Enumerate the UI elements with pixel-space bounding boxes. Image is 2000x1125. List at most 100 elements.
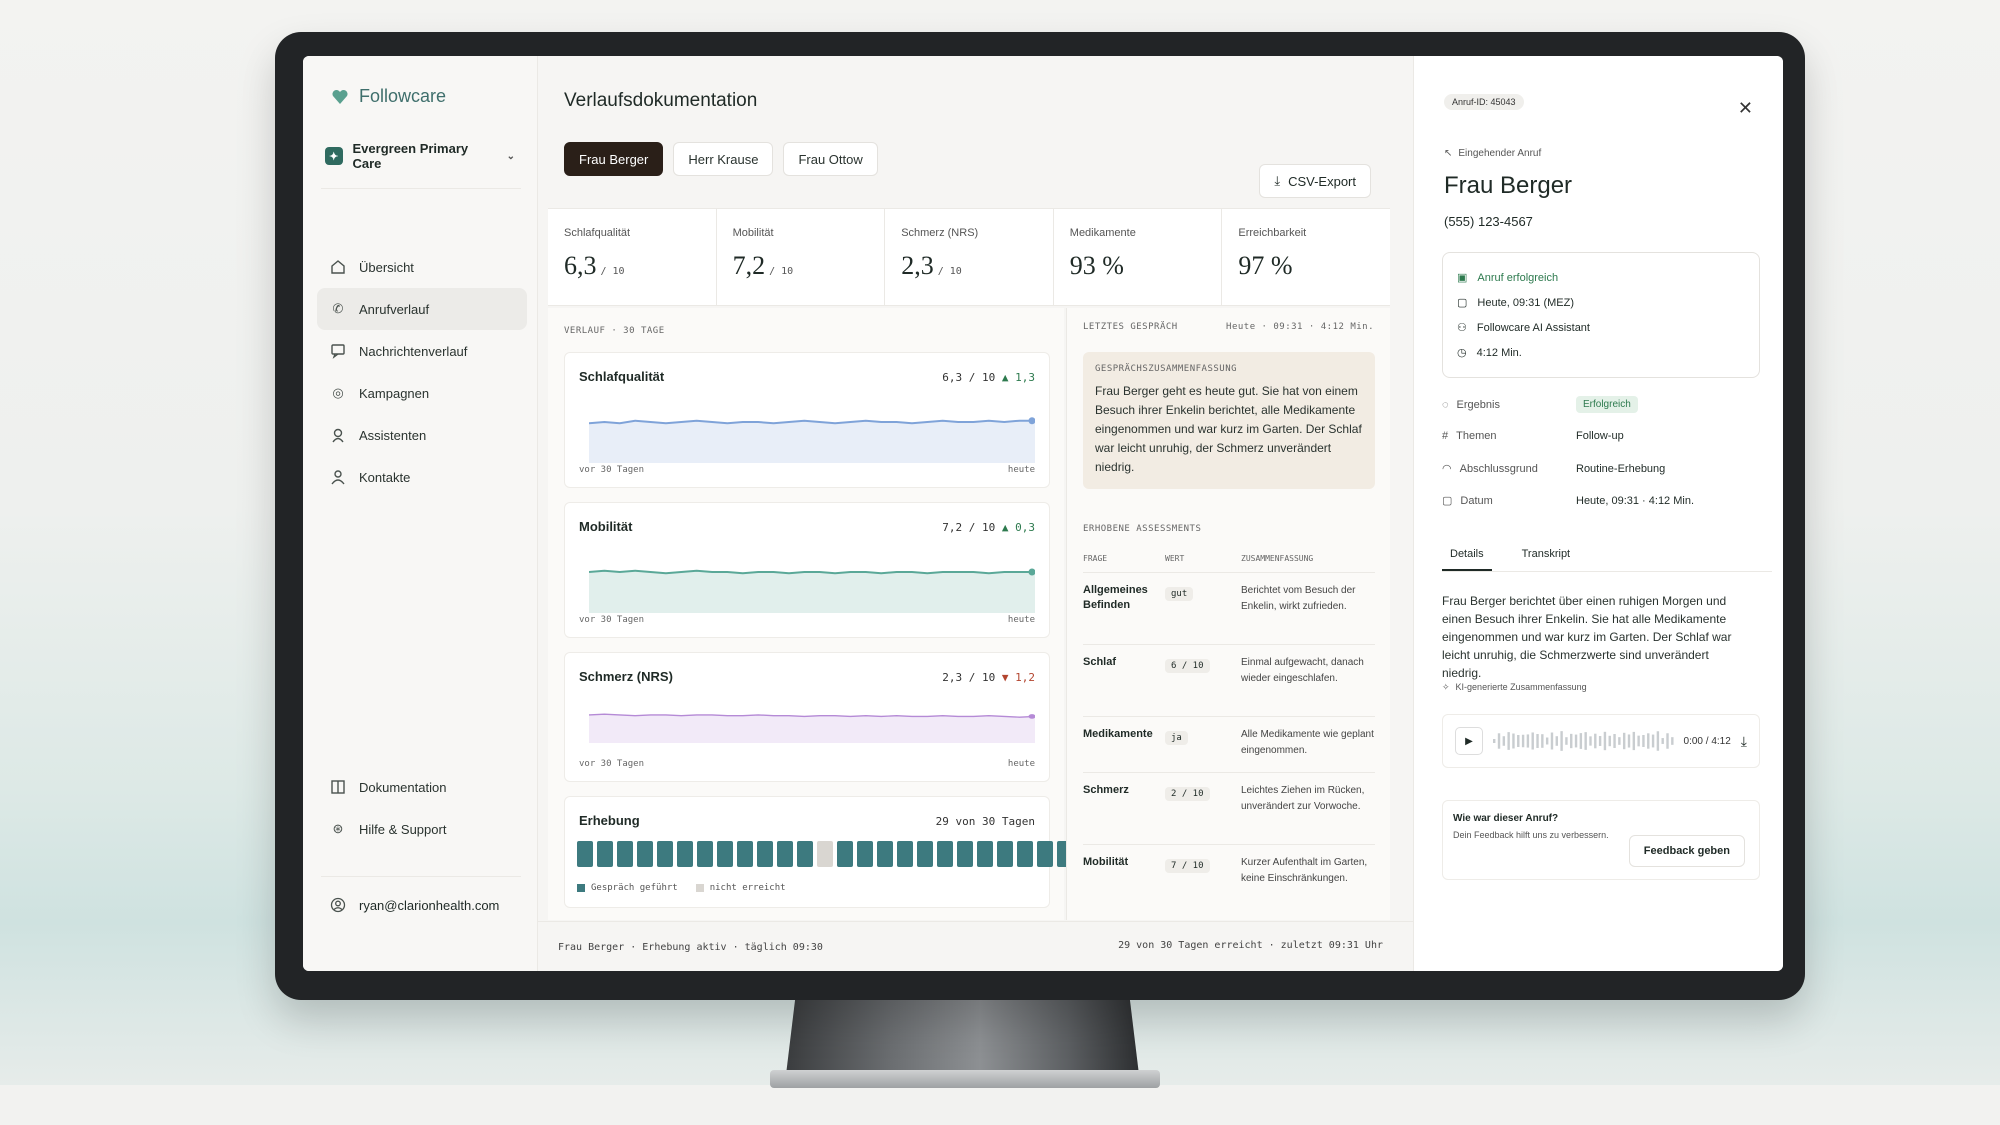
call-agent: Followcare AI Assistant [1476,321,1590,334]
waveform-bar [1622,732,1626,750]
waveform-bar [1651,734,1655,748]
trend-card-schmerz[interactable]: Schmerz (NRS) 2,3 / 10 ▼ 1,2 vor 30 Tage… [564,652,1050,782]
nav-item-assistenten[interactable]: Assistenten [317,414,527,456]
tab-herr-krause[interactable]: Herr Krause [673,142,774,176]
feedback-title: Wie war dieser Anruf? [1453,813,1559,824]
assessment-row[interactable]: Allgemeines Befinden gut Berichtet vom Bes… [1083,572,1375,615]
last-call-column: LETZTES GESPRÄCH Heute · 09:31 · 4:12 Mi… [1066,308,1390,920]
kpi-label: Schmerz (NRS) [901,227,979,239]
monitor-stand-base [770,1070,1160,1088]
axis-end-label: heute [1007,465,1035,475]
call-detail-panel: Anruf-ID: 45043 ✕ ↖ Eingehender Anruf Fra… [1413,56,1783,971]
day-block [837,841,853,867]
feedback-button[interactable]: Feedback geben [1628,835,1745,867]
detail-datum: ▢ Datum Heute, 09:31 · 4:12 Min. [1442,494,1772,508]
waveform-bar [1632,731,1636,751]
day-block [597,841,613,867]
value-chip: 6 / 10 [1165,659,1210,673]
waveform-bar [1661,738,1664,744]
assessment-value: 2 / 10 [1165,783,1241,815]
app-screen: Followcare ✦ Evergreen Primary Care ⌄ Üb… [303,56,1783,971]
kv-value: Routine-Erhebung [1576,462,1666,475]
waveform-bar [1531,732,1534,750]
help-icon: ⊛ [332,821,344,836]
legend-miss-label: nicht erreicht [709,883,786,893]
kv-key: Datum [1460,494,1493,507]
caller-name: Frau Berger [1444,172,1573,199]
waveform-bar [1618,737,1621,745]
org-switcher[interactable]: ✦ Evergreen Primary Care ⌄ [325,138,515,174]
assessment-row[interactable]: Schlaf 6 / 10 Einmal aufgewacht, danach wi… [1083,644,1375,687]
trend-delta: ▲ 0,3 [1001,521,1035,534]
signal-icon: ◠ [1442,463,1452,475]
nav-item-hilfe[interactable]: ⊛ Hilfe & Support [317,808,527,850]
waveform-bar [1507,732,1510,750]
erhebung-count: 29 von 30 Tagen [935,815,1035,828]
sparkline-line [589,419,1035,425]
assessment-value: 7 / 10 [1165,855,1241,887]
kpi-card: Schlafqualität 6,3/ 10 [548,209,717,305]
assessment-row[interactable]: Schmerz 2 / 10 Leichtes Ziehen im Rücken, … [1083,772,1375,815]
day-block [677,841,693,867]
nav-item-kontakte[interactable]: Kontakte [317,456,527,498]
close-icon[interactable]: ✕ [1737,98,1753,118]
waveform-bar [1526,734,1530,748]
assessment-question: Mobilität [1083,856,1129,868]
verlauf-heading: VERLAUF · 30 TAGE [564,326,665,336]
assessment-summary: Berichtet vom Besuch der Enkelin, wirkt … [1241,585,1356,612]
tab-transkript[interactable]: Transkript [1521,548,1571,560]
day-block [1017,841,1033,867]
nav-item-anrufverlauf[interactable]: ✆ Anrufverlauf [317,288,527,330]
sparkline-current-point [1028,417,1035,425]
assessment-row[interactable]: Mobilität 7 / 10 Kurzer Aufenthalt im Gart… [1083,844,1375,887]
main-nav: Übersicht ✆ Anrufverlauf Nachrichtenverla… [317,246,527,498]
nav-item-nachrichtenverlauf[interactable]: Nachrichtenverlauf [317,330,527,372]
day-block [757,841,773,867]
audio-waveform[interactable] [1493,727,1674,755]
kpi-row: Schlafqualität 6,3/ 10 Mobilität 7,2/ 10 S… [548,208,1390,306]
download-icon[interactable]: ⤓ [1740,732,1747,749]
tab-details[interactable]: Details [1442,542,1492,571]
waveform-bar [1574,734,1578,748]
play-icon[interactable]: ▶ [1455,727,1483,755]
app-logo[interactable]: Followcare [331,86,446,107]
nav-item-kampagnen[interactable]: ◎ Kampagnen [317,372,527,414]
sparkline-area [589,570,1035,613]
legend-done-label: Gespräch geführt [591,883,678,893]
kpi-card: Medikamente 93 % [1054,209,1223,305]
trend-current: 7,2 / 10 [942,521,996,534]
trend-column: VERLAUF · 30 TAGE Schlafqualität 6,3 / 1… [548,308,1173,920]
nav-item-uebersicht[interactable]: Übersicht [317,246,527,288]
nav-item-dokumentation[interactable]: Dokumentation [317,766,527,808]
nav-label: Hilfe & Support [359,821,447,837]
trend-card-schlaf[interactable]: Schlafqualität 6,3 / 10 ▲ 1,3 vor 30 Tag… [564,352,1050,488]
waveform-bar [1512,733,1515,749]
last-call-heading: LETZTES GESPRÄCH [1083,322,1178,332]
waveform-bar [1550,732,1554,750]
waveform-bar [1579,733,1583,749]
day-block [577,841,593,867]
tab-frau-berger[interactable]: Frau Berger [564,142,664,176]
clock-icon: ◷ [1457,347,1467,359]
day-block [957,841,973,867]
call-description: Frau Berger berichtet über einen ruhigen… [1442,594,1732,680]
waveform-bar [1502,736,1506,746]
assessment-value: gut [1165,583,1241,615]
waveform-bar [1584,732,1587,750]
trend-card-mobilitaet[interactable]: Mobilität 7,2 / 10 ▲ 0,3 vor 30 Tagen he… [564,502,1050,638]
waveform-bar [1608,735,1611,747]
assessment-row[interactable]: Medikamente ja Alle Medikamente wie geplan… [1083,716,1375,759]
phone-icon: ✆ [332,301,344,316]
csv-export-button[interactable]: ⤓ CSV-Export [1259,164,1371,198]
kpi-number: 97 % [1238,251,1293,280]
call-time: Heute, 09:31 (MEZ) [1477,296,1574,309]
trend-current: 2,3 / 10 [942,671,996,684]
divider [321,188,521,189]
heart-logo-icon [332,89,348,104]
call-duration-row: ◷ 4:12 Min. [1457,340,1745,365]
day-block [897,841,913,867]
tab-frau-ottow[interactable]: Frau Ottow [783,142,878,176]
value-chip: ja [1165,731,1188,745]
user-menu[interactable]: ryan@clarionhealth.com [329,896,499,914]
axis-end-label: heute [1007,759,1035,769]
